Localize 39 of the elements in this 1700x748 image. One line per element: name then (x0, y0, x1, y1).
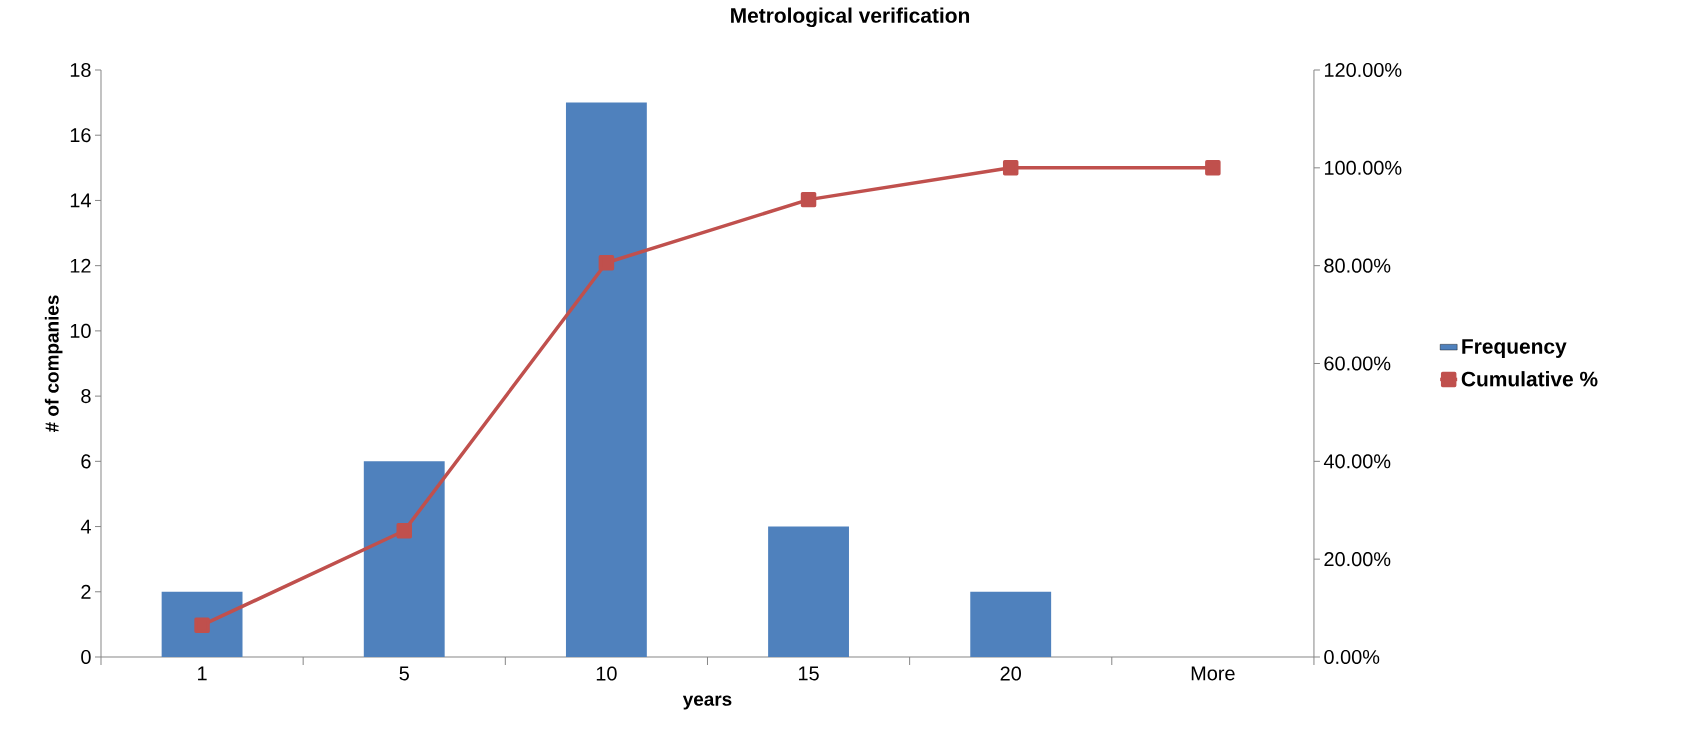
point (396, 523, 412, 539)
x-tick-label: 10 (596, 666, 617, 681)
point (800, 191, 817, 208)
point (1205, 160, 1221, 176)
y-axis-title: # of companies (44, 295, 63, 433)
point (598, 254, 615, 271)
bar (565, 102, 647, 657)
x-tick-label: 5 (399, 666, 409, 681)
chart-title: Metrological verification (731, 7, 970, 28)
bar (970, 591, 1052, 657)
y-tick-label: 4 (80, 519, 91, 534)
y2-tick-label: 80.00% (1324, 258, 1391, 273)
bar (161, 591, 243, 657)
y-tick-label: 6 (81, 454, 91, 469)
y-tick-label: 8 (81, 389, 91, 404)
x-tick-label: 1 (198, 666, 207, 681)
y2-tick-label: 20.00% (1324, 552, 1391, 567)
bar (768, 526, 849, 657)
point (194, 617, 210, 633)
y-tick-label: 2 (81, 584, 91, 599)
y-tick-label: 14 (70, 193, 91, 208)
y-tick-label: 0 (81, 649, 91, 665)
point (1002, 160, 1019, 176)
y2-tick-label: 60.00% (1324, 356, 1391, 371)
y2-tick-label: 120.00% (1324, 62, 1402, 78)
x-tick-label: 20 (1000, 666, 1021, 681)
x-axis-title: years (682, 695, 732, 710)
legend-label: Cumulative % (1461, 371, 1598, 387)
y2-tick-label: 40.00% (1323, 454, 1391, 469)
y-tick-label: 12 (70, 258, 91, 273)
bar (363, 461, 445, 657)
x-tick-label: 15 (798, 666, 819, 681)
y-tick-label: 18 (70, 62, 91, 78)
y-tick-label: 16 (70, 128, 91, 143)
y2-tick-label: 0.00% (1324, 649, 1380, 665)
y-tick-label: 10 (70, 323, 91, 338)
y2-tick-label: 100.00% (1324, 160, 1402, 175)
legend-label: Frequency (1462, 339, 1567, 358)
x-tick-label: More (1191, 666, 1235, 681)
